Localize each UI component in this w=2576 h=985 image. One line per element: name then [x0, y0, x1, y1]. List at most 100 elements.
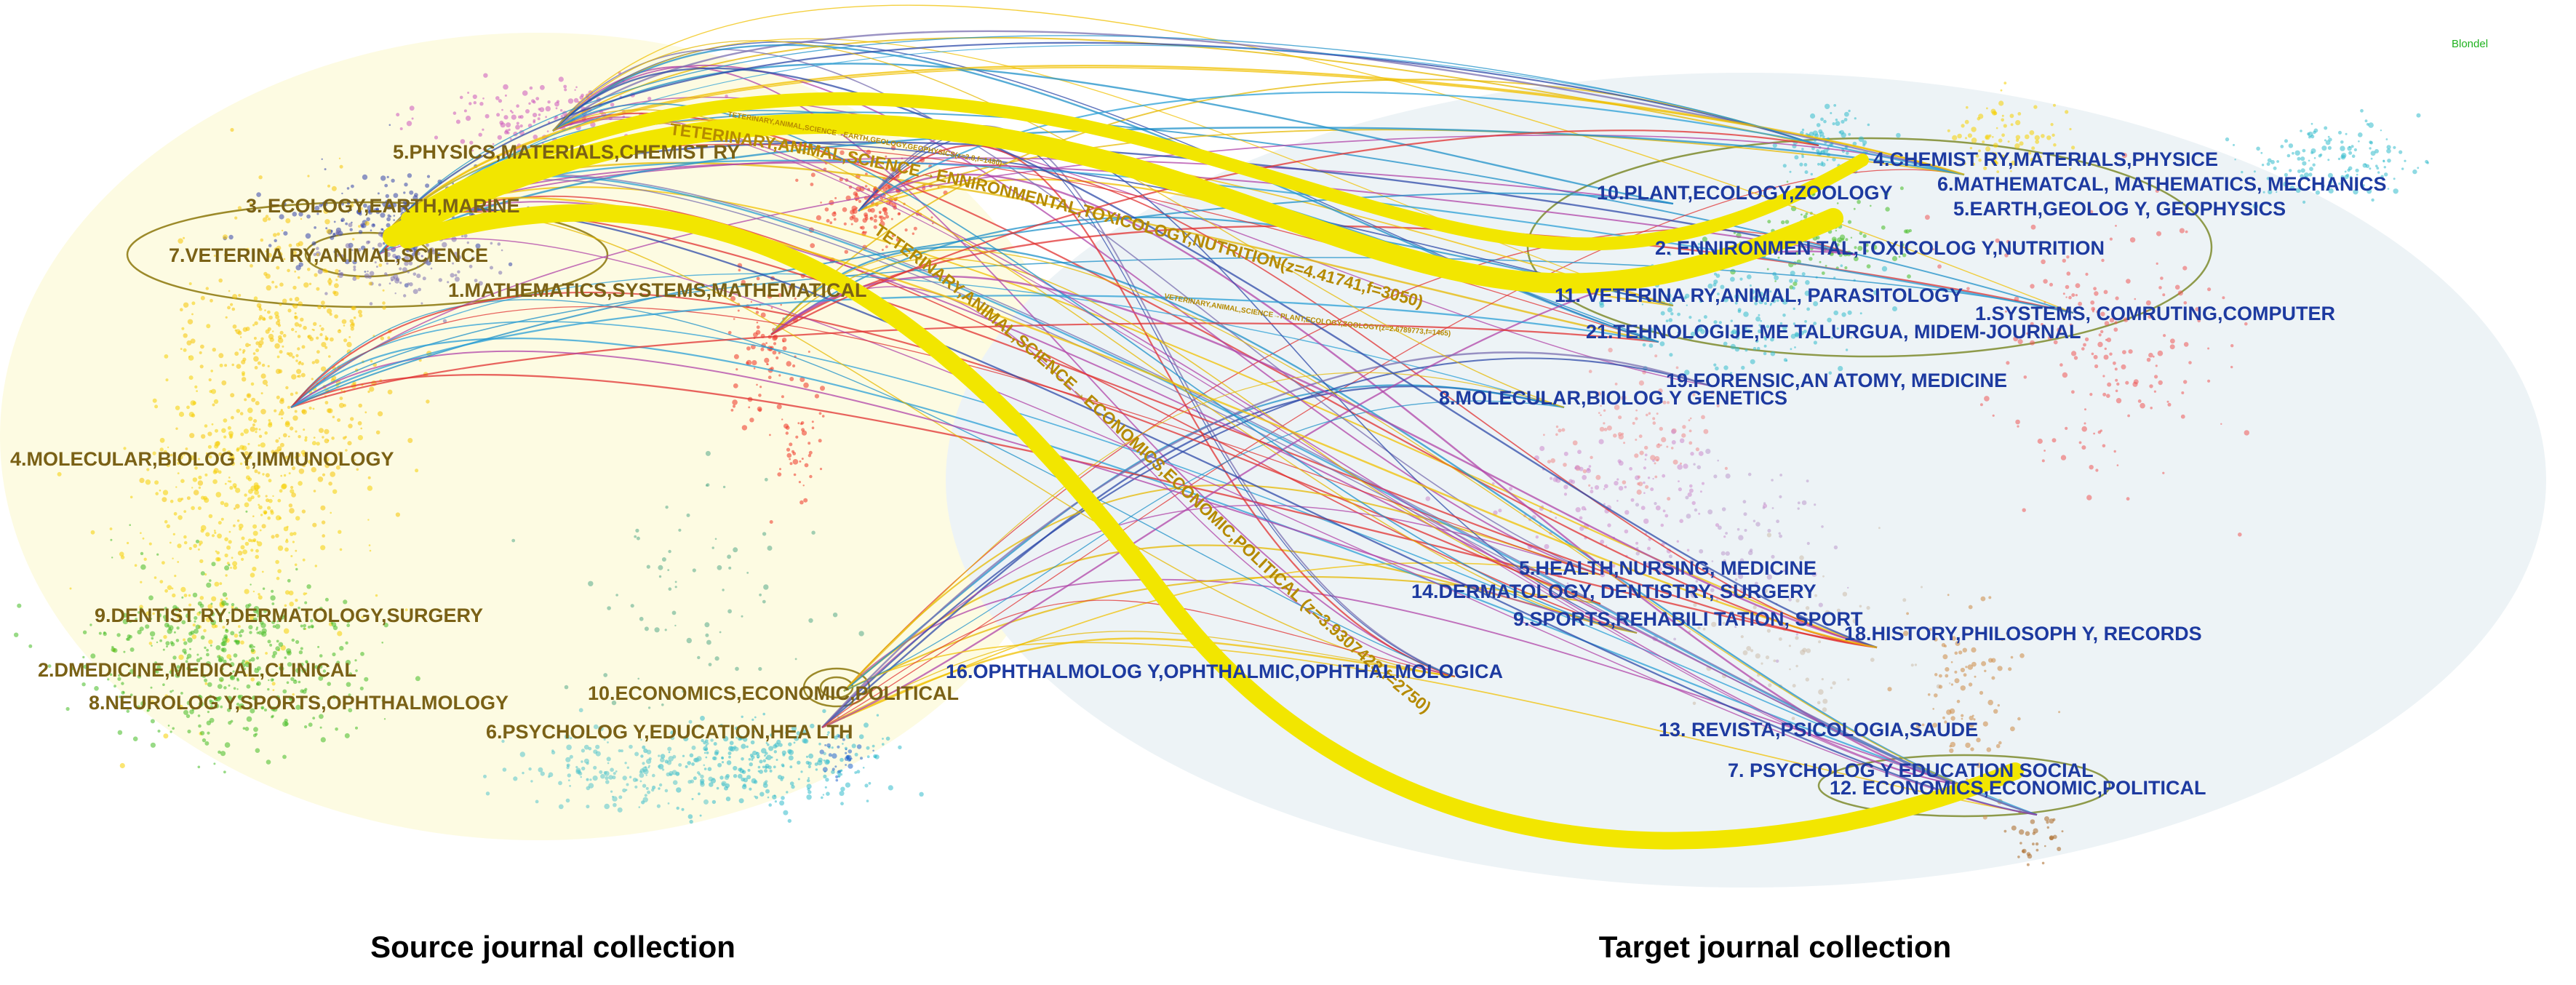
scatter-point [781, 796, 785, 800]
scatter-point [277, 545, 284, 551]
scatter-point [1840, 264, 1843, 268]
scatter-point [238, 294, 242, 297]
scatter-point [2116, 382, 2120, 386]
scatter-point [271, 621, 276, 624]
scatter-point [284, 547, 289, 552]
scatter-point [304, 436, 308, 439]
scatter-point [658, 565, 663, 570]
scatter-point [2344, 175, 2349, 180]
scatter-point [1844, 111, 1849, 117]
scatter-point [318, 663, 322, 667]
scatter-point [1758, 299, 1763, 305]
scatter-point [223, 770, 226, 774]
scatter-point [1766, 629, 1771, 633]
scatter-point [348, 693, 351, 697]
scatter-point [1639, 450, 1644, 455]
scatter-point [610, 103, 615, 107]
scatter-point [1535, 535, 1539, 539]
scatter-point [417, 266, 420, 268]
scatter-point [706, 742, 709, 745]
scatter-point [214, 581, 220, 587]
scatter-point [1961, 717, 1963, 720]
citation-curve [821, 351, 1710, 728]
scatter-point [662, 768, 665, 771]
scatter-point [1865, 249, 1869, 253]
scatter-point [314, 273, 318, 277]
scatter-point [205, 287, 209, 290]
scatter-point [599, 770, 603, 774]
scatter-point [733, 547, 738, 553]
scatter-point [1638, 434, 1643, 439]
scatter-point [2050, 123, 2054, 127]
scatter-point [267, 218, 271, 221]
scatter-point [1835, 229, 1838, 232]
scatter-point [256, 682, 259, 686]
citation-curves [290, 4, 2074, 816]
scatter-point [1742, 611, 1746, 615]
scatter-point [345, 243, 351, 249]
scatter-point [201, 434, 206, 439]
scatter-point [177, 498, 183, 503]
scatter-point [1547, 460, 1551, 464]
scatter-point [324, 335, 327, 338]
scatter-point [629, 775, 632, 778]
scatter-point [1658, 388, 1663, 394]
scatter-point [805, 760, 810, 765]
scatter-point [127, 637, 131, 641]
scatter-point [799, 460, 802, 463]
target-cluster-label: 5.EARTH,GEOLOG Y, GEOPHYSICS [1953, 198, 2286, 220]
scatter-point [1956, 699, 1961, 703]
scatter-point [265, 215, 269, 218]
scatter-point [1996, 170, 2000, 174]
scatter-point [288, 435, 290, 438]
scatter-point [676, 772, 679, 776]
scatter-point [132, 736, 138, 741]
scatter-point [2137, 399, 2142, 403]
scatter-point [364, 677, 369, 682]
scatter-point [808, 790, 812, 794]
scatter-point [292, 693, 295, 696]
scatter-point [2026, 852, 2031, 856]
scatter-point [197, 480, 204, 486]
scatter-point [749, 762, 753, 767]
scatter-point [747, 768, 751, 772]
scatter-point [1791, 717, 1795, 721]
scatter-point [2052, 818, 2056, 821]
scatter-point [753, 332, 758, 338]
scatter-point [1804, 170, 1809, 175]
scatter-point [245, 510, 248, 513]
scatter-point [167, 629, 172, 634]
scatter-point [298, 650, 303, 655]
scatter-point [232, 670, 235, 673]
scatter-point [2152, 355, 2155, 358]
scatter-point [814, 762, 818, 766]
scatter-point [281, 417, 283, 420]
scatter-point [1945, 667, 1950, 672]
scatter-point [386, 175, 389, 178]
scatter-point [757, 770, 760, 773]
scatter-point [1635, 475, 1640, 480]
scatter-point [1841, 312, 1846, 317]
scatter-point [1624, 485, 1627, 489]
scatter-point [767, 293, 773, 299]
scatter-point [748, 406, 751, 409]
scatter-point [292, 304, 295, 307]
scatter-point [311, 241, 316, 246]
scatter-point [733, 383, 738, 388]
scatter-point [392, 253, 396, 258]
scatter-point [234, 486, 237, 489]
scatter-point [803, 738, 809, 744]
scatter-point [1643, 518, 1649, 525]
scatter-point [1710, 588, 1715, 593]
scatter-point [339, 548, 343, 551]
scatter-point [246, 716, 252, 722]
scatter-point [668, 751, 671, 754]
scatter-point [297, 375, 299, 378]
scatter-point [719, 631, 722, 634]
scatter-point [218, 612, 223, 617]
scatter-point [2324, 126, 2328, 130]
scatter-point [730, 295, 736, 302]
scatter-point [831, 770, 835, 774]
scatter-point [1781, 220, 1785, 225]
scatter-point [1794, 155, 1799, 160]
